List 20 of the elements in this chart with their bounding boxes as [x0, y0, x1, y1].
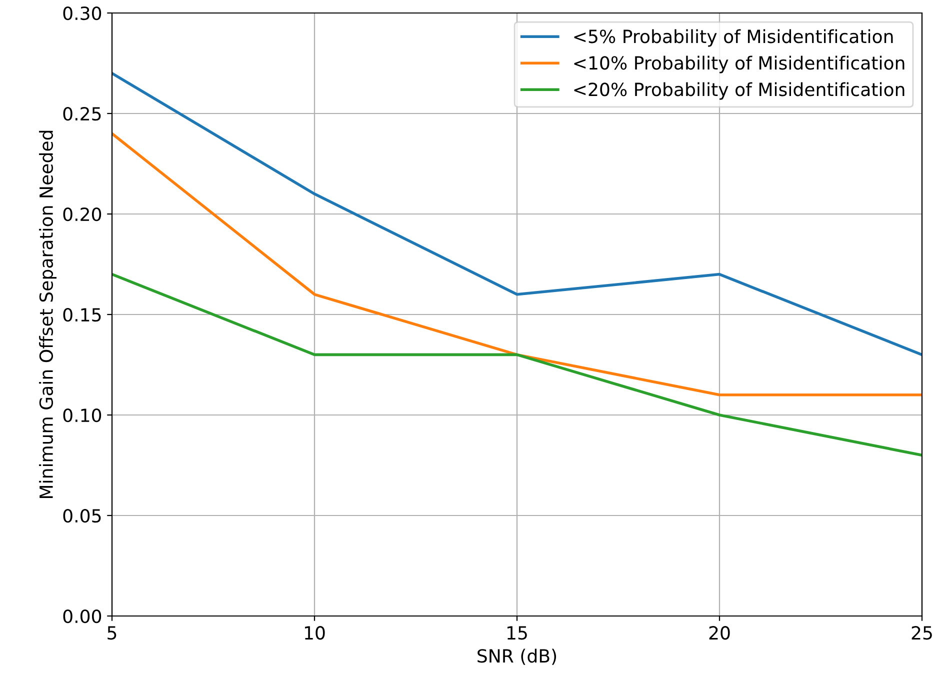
- x-tick-label: 20: [709, 626, 730, 640]
- y-tick-label: 0.05: [63, 508, 101, 523]
- x-tick-label: 25: [912, 626, 932, 640]
- y-tick-label: 0.10: [63, 408, 102, 422]
- x-tick-label: 5: [108, 626, 116, 640]
- y-tick-label: 0.20: [63, 207, 102, 222]
- x-tick-label: 10: [304, 626, 325, 640]
- y-tick-label: 0.25: [63, 106, 101, 121]
- x-axis-title: SNR (dB): [478, 648, 556, 665]
- line-series: [112, 272, 922, 457]
- legend-label: <10% Probability of Misidentification: [574, 56, 904, 74]
- line-series: [112, 132, 922, 396]
- y-tick-label: 0.00: [63, 609, 102, 624]
- line-series: [112, 72, 922, 356]
- y-tick-label: 0.30: [63, 6, 102, 20]
- y-axis-title: Minimum Gain Offset Separation Needed: [39, 130, 57, 498]
- y-tick-label: 0.15: [63, 308, 101, 322]
- legend-label: <5% Probability of Misidentification: [574, 29, 893, 47]
- x-tick-label: 15: [507, 626, 527, 640]
- legend-label: <20% Probability of Misidentification: [574, 82, 904, 100]
